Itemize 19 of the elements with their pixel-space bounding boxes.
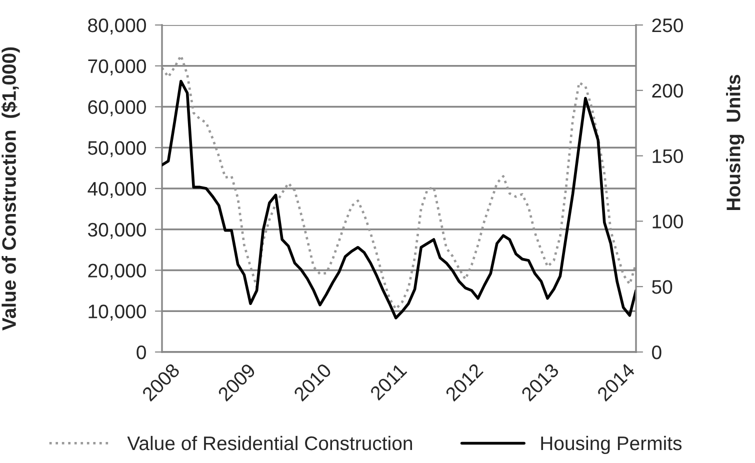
y-tick-label: 50,000: [88, 141, 146, 158]
y-tick-label: 40,000: [88, 182, 146, 198]
legend-label: Value of Residential Construction: [127, 436, 412, 450]
y-tick-label: 70,000: [88, 59, 146, 76]
y-tick-label: 10,000: [88, 304, 146, 321]
y2-axis-title: Housing Units: [726, 74, 744, 210]
y2-tick-label: 50: [652, 280, 672, 294]
y2-tick-label: 150: [652, 149, 683, 164]
y-axis-title: Value of Construction ($1,000): [1, 47, 20, 330]
legend-label: Housing Permits: [541, 436, 682, 454]
y2-tick-label: 100: [652, 214, 683, 228]
y2-tick-label: 200: [652, 84, 683, 98]
y-tick-label: 20,000: [88, 264, 146, 280]
y2-tick-label: 0: [652, 345, 662, 360]
y-tick-label: 60,000: [88, 100, 146, 116]
y-tick-label: 30,000: [88, 222, 146, 239]
y-tick-label: 80,000: [88, 18, 146, 35]
y2-tick-label: 250: [652, 18, 683, 32]
y-tick-label: 0: [136, 345, 146, 360]
